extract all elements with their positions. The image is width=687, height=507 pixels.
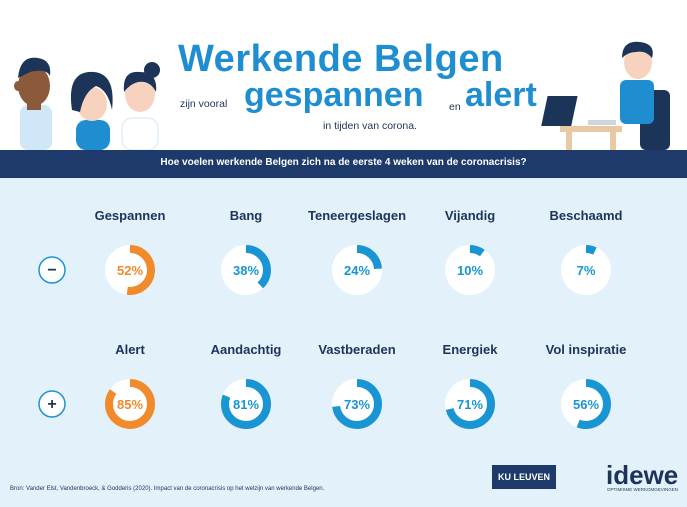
donut-value-label: 10% <box>457 263 483 278</box>
woman-figure-icon <box>70 71 113 150</box>
row-sign-badge: + <box>38 390 66 418</box>
donut-label: Bang <box>230 208 263 223</box>
donut-arc <box>221 245 271 295</box>
title-prefix: zijn vooral <box>180 98 228 110</box>
donut-item: Alert 85% <box>105 342 155 429</box>
donut-arc <box>221 379 271 429</box>
question-text: Hoe voelen werkende Belgen zich na de ee… <box>160 157 527 168</box>
donut-label: Vastberaden <box>318 342 395 357</box>
donut-label: Vol inspiratie <box>546 342 627 357</box>
donut-label: Gespannen <box>95 208 166 223</box>
row-sign-text: − <box>47 262 56 279</box>
donut-item: Bang 38% <box>221 208 271 295</box>
header: Werkende Belgen zijn vooral gespannen en… <box>0 0 687 150</box>
woman-bun-figure-icon <box>121 62 160 150</box>
desk-worker-icon <box>541 41 670 150</box>
donut-item: Teneergeslagen 24% <box>308 208 406 295</box>
donut-arc <box>105 379 155 429</box>
title-line1: Werkende Belgen <box>178 38 504 80</box>
donut-label: Energiek <box>443 342 499 357</box>
donut-item: Vastberaden 73% <box>318 342 396 429</box>
donut-arc <box>332 245 382 295</box>
donut-value-label: 85% <box>117 397 143 412</box>
donut-value-label: 71% <box>457 397 483 412</box>
donut-arc <box>445 379 495 429</box>
title-word-gespannen: gespannen <box>244 76 424 114</box>
donut-item: Gespannen 52% <box>95 208 166 295</box>
donut-arc <box>105 245 155 295</box>
title-word-alert: alert <box>465 76 537 114</box>
question-band <box>0 150 687 178</box>
donut-item: Aandachtig 81% <box>211 342 282 429</box>
donut-arc <box>561 379 611 429</box>
donut-item: Beschaamd 7% <box>550 208 623 295</box>
idewe-logo: idewe <box>606 460 679 490</box>
man-figure-icon <box>14 57 52 150</box>
donut-label: Teneergeslagen <box>308 208 406 223</box>
donut-value-label: 38% <box>233 263 259 278</box>
donut-item: Vol inspiratie 56% <box>546 342 627 429</box>
donut-value-label: 52% <box>117 263 143 278</box>
people-illustration <box>14 41 670 150</box>
donut-arc <box>445 245 495 295</box>
donut-label: Aandachtig <box>211 342 282 357</box>
row-sign-badge: − <box>38 256 66 284</box>
donut-value-label: 73% <box>344 397 370 412</box>
title-suffix: in tijden van corona. <box>323 120 417 132</box>
chart-panel <box>0 178 687 507</box>
donut-value-label: 7% <box>577 263 596 278</box>
donut-label: Alert <box>115 342 145 357</box>
source-text: Bron: Vander Elst, Vandenbroeck, & Godde… <box>10 486 325 492</box>
donut-chart: − Gespannen 52% Bang 38% Teneergeslagen 24% Vij… <box>38 208 627 429</box>
donut-label: Beschaamd <box>550 208 623 223</box>
donut-value-label: 81% <box>233 397 259 412</box>
donut-value-label: 24% <box>344 263 370 278</box>
title-connector: en <box>449 101 461 113</box>
donut-arc <box>561 245 611 295</box>
donut-item: Vijandig 10% <box>445 208 495 295</box>
idewe-logo-subtitle: OPTIMISME WERKOMGEVINGEN <box>607 487 679 492</box>
donut-label: Vijandig <box>445 208 495 223</box>
row-sign-text: + <box>47 396 56 413</box>
donut-arc <box>332 379 382 429</box>
ku-leuven-logo: KU LEUVEN <box>492 465 556 489</box>
donut-item: Energiek 71% <box>443 342 499 429</box>
donut-value-label: 56% <box>573 397 599 412</box>
